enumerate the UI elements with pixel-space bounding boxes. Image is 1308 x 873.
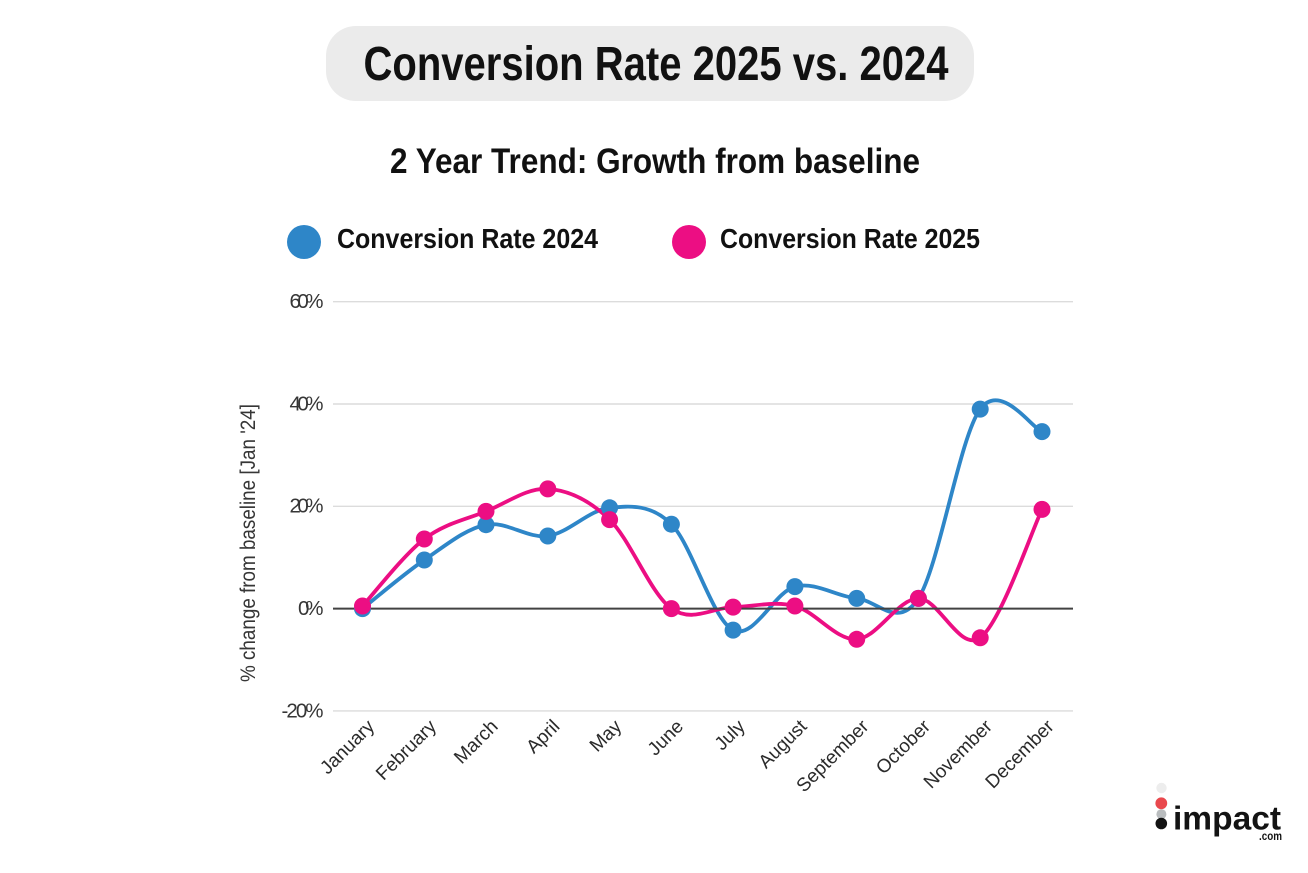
svg-text:60%: 60% — [290, 290, 324, 313]
svg-text:40%: 40% — [290, 392, 324, 415]
svg-text:Conversion Rate 2024: Conversion Rate 2024 — [337, 223, 598, 254]
svg-text:-20%: -20% — [282, 699, 324, 722]
svg-text:% change from baseline [Jan '2: % change from baseline [Jan '24] — [237, 404, 260, 682]
svg-text:2 Year Trend: Growth from base: 2 Year Trend: Growth from baseline — [390, 142, 920, 181]
svg-text:0%: 0% — [298, 597, 324, 620]
svg-text:20%: 20% — [290, 495, 324, 518]
svg-text:.com: .com — [1259, 831, 1282, 843]
svg-text:impact: impact — [1173, 799, 1281, 836]
svg-text:Conversion Rate 2025: Conversion Rate 2025 — [720, 223, 980, 254]
svg-text:Conversion Rate 2025 vs. 2024: Conversion Rate 2025 vs. 2024 — [364, 38, 949, 91]
